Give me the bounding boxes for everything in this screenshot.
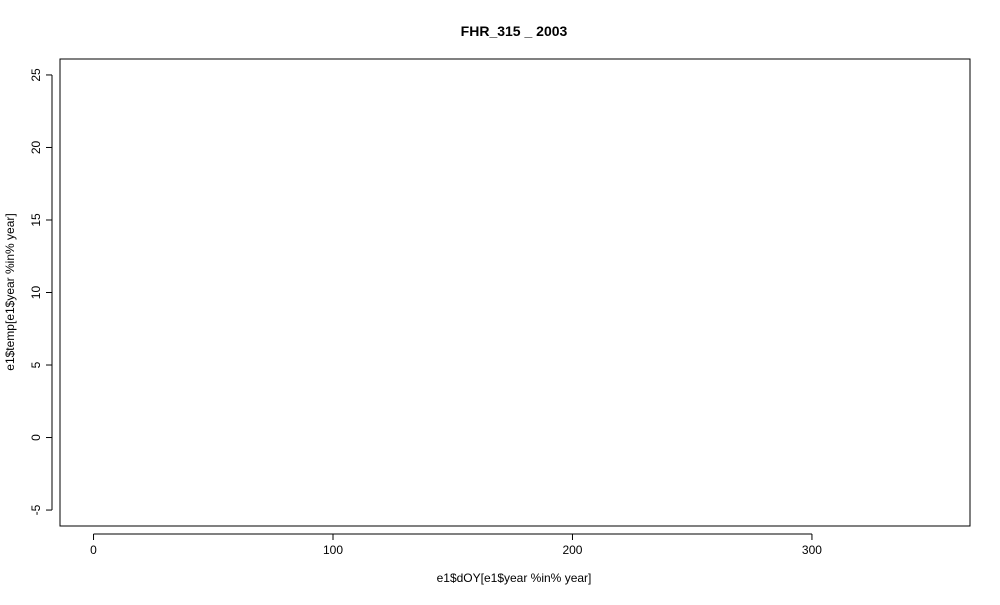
plot-frame [59,58,971,527]
y-tick-label: 25 [29,68,43,82]
y-axis-label: e1$temp[e1$year %in% year] [3,213,17,370]
x-axis: 0 100 200 300 [90,533,822,557]
x-tick-label: 200 [562,543,582,557]
x-tick-label: 100 [323,543,343,557]
y-axis: -5 0 5 10 15 20 25 [29,68,53,515]
chart-title: FHR_315 _ 2003 [461,23,568,39]
y-tick-label: -5 [29,504,43,515]
y-tick-label: 10 [29,286,43,300]
x-axis-label: e1$dOY[e1$year %in% year] [437,571,592,585]
x-tick-label: 300 [802,543,822,557]
y-tick-label: 20 [29,140,43,154]
y-tick-label: 15 [29,213,43,227]
y-tick-label: 0 [29,434,43,441]
y-tick-label: 5 [29,361,43,368]
x-tick-label: 0 [90,543,97,557]
